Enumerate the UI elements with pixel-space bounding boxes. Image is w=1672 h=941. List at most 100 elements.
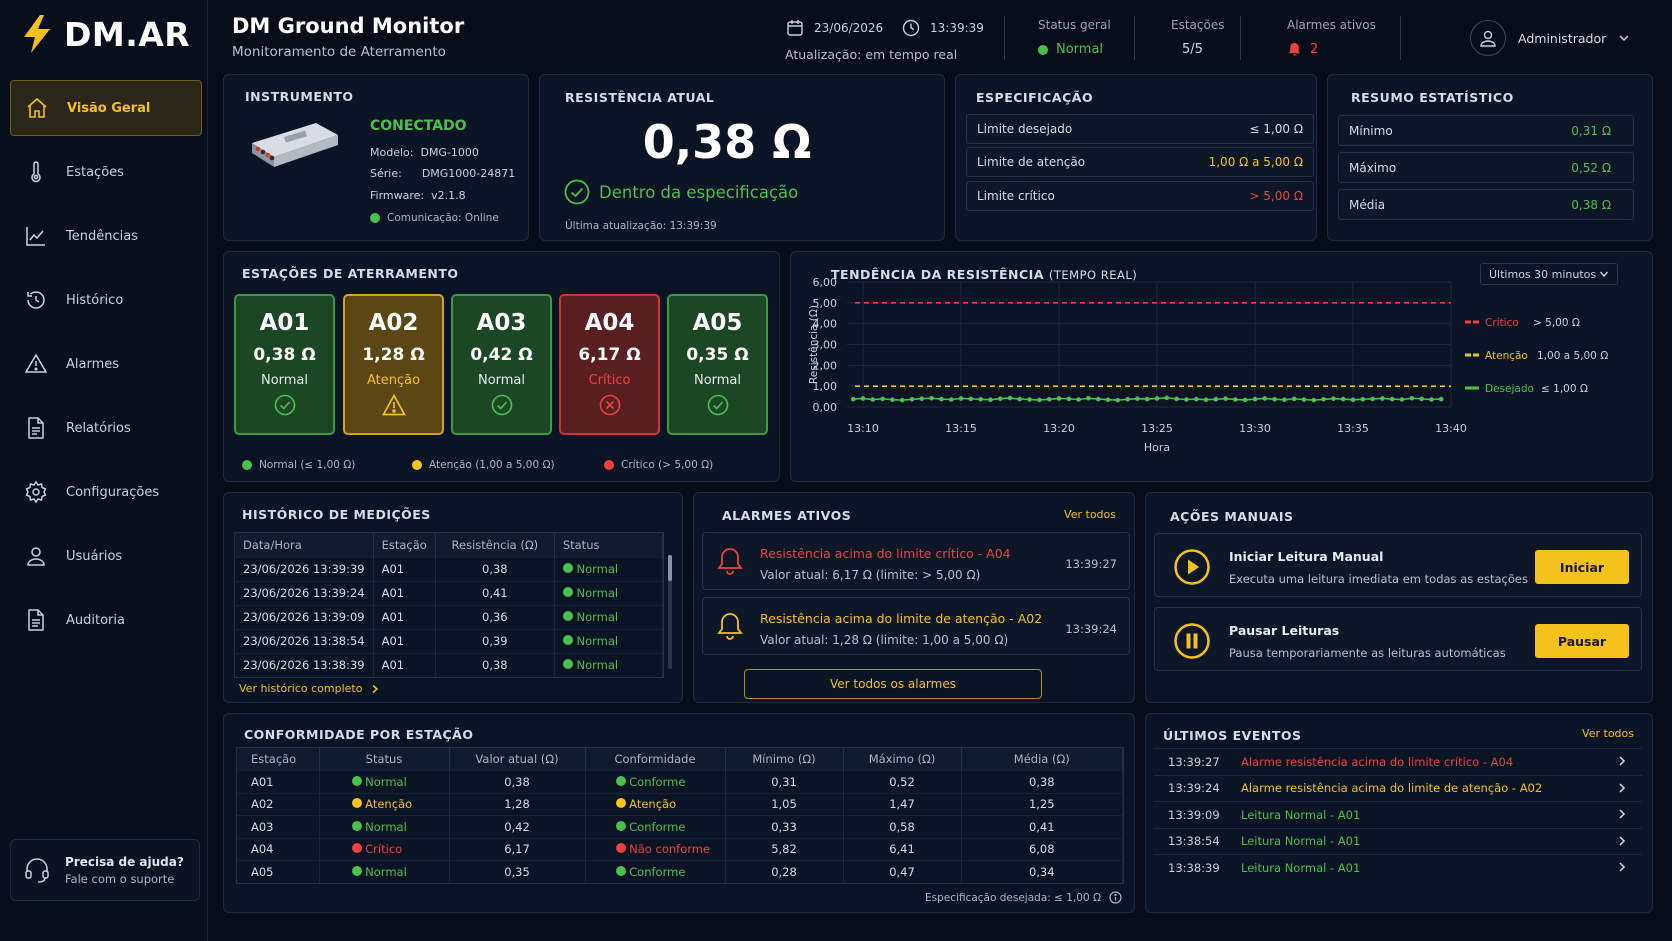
table-row[interactable]: A02 Atenção 1,28 Atenção 1,05 1,47 1,25 (237, 792, 1123, 816)
history-full-link[interactable]: Ver histórico completo (239, 682, 380, 695)
cell-max: 0,47 (843, 860, 962, 883)
table-row[interactable]: A04 Crítico 6,17 Não conforme 5,82 6,41 6,08 (237, 837, 1123, 861)
history-table-wrap: Data/Hora Estação Resistência (Ω) Status… (234, 532, 664, 678)
alarms-see-all-link[interactable]: Ver todos (1064, 508, 1116, 521)
view-all-alarms-button[interactable]: Ver todos os alarmes (744, 669, 1042, 699)
sidebar-item-label: Auditoria (66, 612, 125, 628)
data-point (1223, 396, 1228, 401)
history-scrollbar[interactable] (668, 555, 672, 669)
alarm-item-critical[interactable]: Resistência acima do limite crítico - A0… (702, 532, 1130, 590)
sidebar-item-configuracoes[interactable]: Configurações (10, 464, 202, 520)
data-point (919, 396, 925, 401)
alarms-value[interactable]: 2 (1287, 42, 1318, 57)
sidebar-item-tendencias[interactable]: Tendências (10, 208, 202, 264)
event-item[interactable]: 13:38:39 Leitura Normal - A01 (1154, 854, 1642, 880)
table-row[interactable]: 23/06/2026 13:38:39 A01 0,38 Normal (235, 652, 664, 677)
table-row[interactable]: A01 Normal 0,38 Conforme 0,31 0,52 0,38 (237, 770, 1123, 793)
avatar (1470, 20, 1506, 56)
chevron-right-icon (372, 684, 379, 693)
sidebar-item-usuarios[interactable]: Usuários (10, 528, 202, 584)
alarm-item-attention[interactable]: Resistência acima do limite de atenção -… (702, 597, 1130, 655)
cell-station: A04 (237, 837, 320, 861)
legend-dot (412, 460, 422, 470)
col-avg: Média (Ω) (961, 748, 1123, 771)
alarm-time: 13:39:24 (1065, 622, 1117, 636)
date-value: 23/06/2026 (814, 21, 884, 35)
scrollbar-thumb[interactable] (668, 555, 672, 581)
start-button[interactable]: Iniciar (1535, 550, 1629, 584)
model-label: Modelo: (370, 146, 414, 159)
data-point (860, 396, 866, 401)
data-point (1086, 395, 1091, 401)
data-point (1252, 396, 1258, 402)
sidebar-item-relatorios[interactable]: Relatórios (10, 400, 202, 456)
event-item[interactable]: 13:39:24 Alarme resistência acima do limi… (1154, 774, 1642, 801)
user-menu[interactable]: Administrador (1470, 20, 1630, 56)
station-card-a03[interactable]: A03 0,42 Ω Normal (451, 294, 552, 435)
data-point (1272, 396, 1277, 402)
legend-text: Atenção (1,00 a 5,00 Ω) (429, 459, 555, 471)
info-icon[interactable] (1109, 891, 1122, 904)
data-point (1360, 396, 1366, 402)
sidebar-item-auditoria[interactable]: Auditoria (10, 592, 202, 648)
table-row[interactable]: 23/06/2026 13:39:09 A01 0,36 Normal (235, 604, 664, 629)
data-point (939, 396, 944, 402)
conformity-dot (615, 843, 626, 854)
table-row[interactable]: A03 Normal 0,42 Conforme 0,33 0,58 0,41 (237, 815, 1123, 838)
data-point (929, 395, 934, 401)
sidebar-item-alarmes[interactable]: Alarmes (10, 336, 202, 392)
instrument-comm: Comunicação: Online (370, 212, 499, 224)
conformity-panel: CONFORMIDADE POR ESTAÇÃO Estação Status … (223, 713, 1135, 913)
cell-status: Normal (554, 580, 664, 605)
brand-logo[interactable]: DM.AR (20, 14, 190, 54)
status-text: Normal (576, 562, 619, 576)
data-point (1193, 396, 1199, 402)
sidebar-item-estacoes[interactable]: Estações (10, 144, 202, 200)
conformity-text: Conforme (629, 774, 686, 789)
station-card-a04[interactable]: A04 6,17 Ω Crítico (559, 294, 660, 435)
cell-value: 1,28 (449, 792, 586, 816)
event-item[interactable]: 13:39:09 Leitura Normal - A01 (1154, 801, 1642, 827)
table-row[interactable]: 23/06/2026 13:39:39 A01 0,38 Normal (235, 556, 664, 581)
station-card-a02[interactable]: A02 1,28 Ω Atenção (343, 294, 444, 435)
sidebar-item-historico[interactable]: Histórico (10, 272, 202, 328)
user-icon (1480, 30, 1496, 47)
events-see-all-link[interactable]: Ver todos (1582, 727, 1634, 740)
bell-icon (1288, 42, 1301, 56)
legend-text: Normal (≤ 1,00 Ω) (259, 459, 356, 471)
sidebar-item-label: Histórico (66, 292, 124, 308)
x-tick-label: 13:35 (1337, 422, 1369, 435)
instrument-device-image (252, 123, 338, 167)
conformity-dot (615, 798, 626, 809)
cell-station: A01 (373, 652, 436, 677)
event-item[interactable]: 13:38:54 Leitura Normal - A01 (1154, 827, 1642, 854)
spec-label: Limite de atenção (977, 155, 1086, 169)
sidebar-item-visao-geral[interactable]: Visão Geral (10, 80, 202, 136)
cell-station: A01 (373, 556, 436, 581)
event-item[interactable]: 13:39:27 Alarme resistência acima do limi… (1154, 748, 1642, 774)
legend-name: Atenção (1485, 350, 1528, 362)
data-point (1164, 395, 1170, 401)
stats-title: RESUMO ESTATÍSTICO (1351, 90, 1514, 105)
table-row[interactable]: 23/06/2026 13:39:24 A01 0,41 Normal (235, 580, 664, 605)
alarms-label: Alarmes ativos (1287, 18, 1376, 32)
table-row[interactable]: A05 Normal 0,35 Conforme 0,28 0,47 0,34 (237, 860, 1123, 883)
sidebar-nav: Visão Geral Estações Tendências Históric… (10, 80, 202, 656)
data-point (1095, 396, 1101, 402)
range-select[interactable]: Últimos 30 minutos (1480, 263, 1618, 285)
instrument-model: Modelo: DMG-1000 (370, 146, 479, 159)
conformity-dot (615, 775, 626, 786)
cell-value: 0,38 (435, 652, 555, 677)
cell-status: Atenção (319, 792, 450, 816)
table-row[interactable]: 23/06/2026 13:38:54 A01 0,39 Normal (235, 628, 664, 653)
station-card-a01[interactable]: A01 0,38 Ω Normal (234, 294, 335, 435)
conformity-text: Conforme (629, 819, 686, 834)
help-support-card[interactable]: Precisa de ajuda? Fale com o suporte (10, 839, 200, 901)
station-card-a05[interactable]: A05 0,35 Ω Normal (667, 294, 768, 435)
pause-button[interactable]: Pausar (1535, 624, 1629, 658)
cell-min: 0,31 (725, 770, 844, 793)
y-tick-label: 2,00 (813, 359, 838, 372)
events-panel: ÚLTIMOS EVENTOS Ver todos 13:39:27 Alarme… (1145, 713, 1653, 913)
data-point (1399, 397, 1405, 402)
event-text: Leitura Normal - A01 (1241, 860, 1361, 875)
